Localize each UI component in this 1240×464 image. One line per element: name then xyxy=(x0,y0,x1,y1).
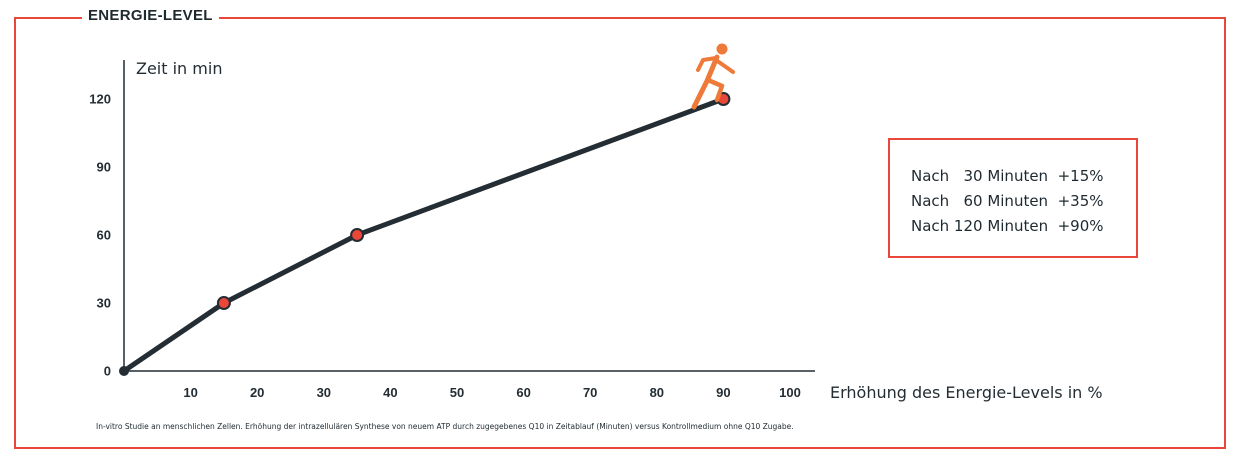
data-point xyxy=(119,366,129,376)
y-tick-label: 120 xyxy=(89,92,111,107)
x-tick-label: 40 xyxy=(383,385,397,400)
x-tick-label: 20 xyxy=(250,385,264,400)
y-tick-label: 30 xyxy=(97,296,111,311)
result-summary-box: Nach 30 Minuten +15% Nach 60 Minuten +35… xyxy=(888,138,1138,258)
x-tick-label: 30 xyxy=(317,385,331,400)
footnote: In-vitro Studie an menschlichen Zellen. … xyxy=(96,422,794,431)
summary-row-60: Nach 60 Minuten +35% xyxy=(911,192,1104,210)
x-tick-label: 90 xyxy=(716,385,730,400)
chart-axes: Zeit in min Erhöhung des Energie-Levels i… xyxy=(123,59,1103,402)
y-axis-label: Zeit in min xyxy=(136,59,222,78)
data-point xyxy=(216,296,231,310)
running-person-icon xyxy=(691,43,735,110)
x-tick-label: 70 xyxy=(583,385,597,400)
x-tick-label: 60 xyxy=(516,385,530,400)
series-line xyxy=(121,96,726,374)
y-tick-label: 90 xyxy=(97,160,111,175)
x-tick-label: 10 xyxy=(183,385,197,400)
x-axis-label: Erhöhung des Energie-Levels in % xyxy=(830,383,1103,402)
chart-title: ENERGIE-LEVEL xyxy=(82,6,219,26)
chart-frame xyxy=(14,17,1226,449)
chart-ticks: 10 20 30 40 50 60 70 80 90 100 0 30 60 90 120 xyxy=(89,92,801,401)
x-tick-label: 80 xyxy=(650,385,664,400)
chart-series xyxy=(119,92,731,376)
x-tick-label: 50 xyxy=(450,385,464,400)
summary-row-30: Nach 30 Minuten +15% xyxy=(911,167,1104,185)
y-tick-label: 60 xyxy=(97,228,111,243)
y-tick-label: 0 xyxy=(104,364,111,379)
x-tick-label: 100 xyxy=(779,385,801,400)
summary-row-120: Nach 120 Minuten +90% xyxy=(911,217,1104,235)
data-point xyxy=(350,228,365,242)
